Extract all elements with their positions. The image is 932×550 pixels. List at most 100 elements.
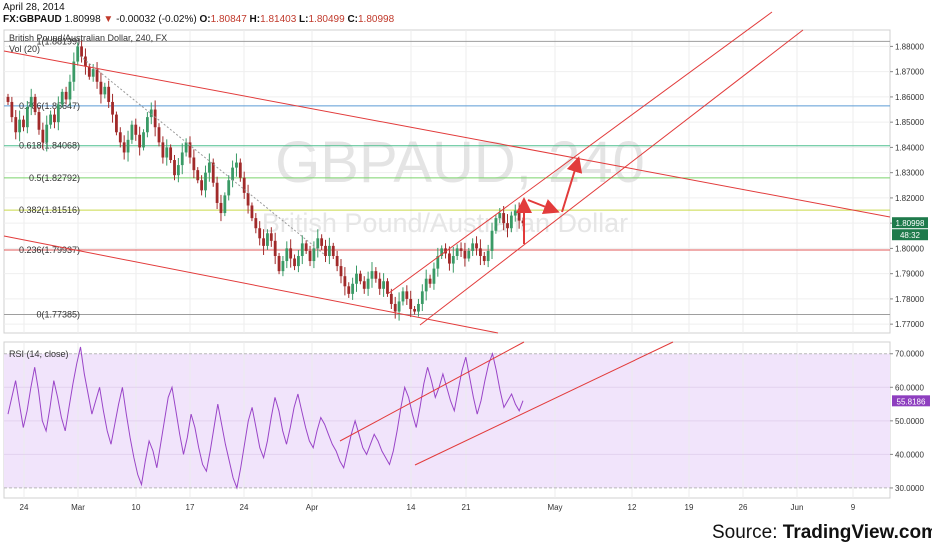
candle-body — [176, 165, 180, 176]
candle-body — [6, 96, 10, 102]
arrow-up-right-icon[interactable] — [561, 156, 583, 213]
candle-body — [479, 248, 482, 256]
price-panel[interactable]: GBPAUD, 240 British Pound/Australian Dol… — [3, 11, 928, 334]
candle-body — [355, 273, 358, 284]
time-badge — [892, 229, 928, 241]
candle-body — [111, 101, 114, 115]
candle-body — [60, 91, 64, 105]
candle-body — [428, 278, 432, 284]
x-tick-label: Mar — [71, 503, 85, 512]
upper-resistance-line[interactable] — [3, 50, 891, 218]
candle-body — [494, 218, 498, 231]
candle-body — [289, 248, 293, 259]
candle-body — [300, 243, 304, 256]
candle-body — [362, 281, 366, 289]
candle-body — [331, 245, 335, 256]
arrow-down-right-icon[interactable] — [527, 199, 560, 215]
price-tick-label: 1.86000 — [895, 93, 924, 102]
lower-support-line[interactable] — [3, 235, 499, 334]
x-tick-label: 24 — [20, 503, 29, 512]
candle-body — [56, 104, 60, 123]
candle-body — [10, 101, 14, 118]
candle-body — [64, 91, 68, 100]
candle-body — [374, 271, 378, 279]
candle-body — [258, 228, 262, 239]
candle-body — [378, 278, 382, 289]
candle-body — [184, 142, 188, 153]
chart-canvas[interactable]: GBPAUD, 240 British Pound/Australian Dol… — [0, 0, 932, 520]
candle-body — [18, 119, 22, 133]
candle-body — [231, 167, 234, 181]
candle-body — [440, 248, 444, 256]
candle-body — [107, 86, 111, 102]
x-tick-label: 19 — [685, 503, 694, 512]
candle-body — [180, 152, 184, 166]
price-axis: 1.88000 1.87000 1.86000 1.85000 1.84000 1.830… — [890, 42, 924, 329]
symbol-label: FX:GBPAUD — [3, 14, 62, 25]
candle-body — [424, 278, 428, 292]
x-tick-label: 10 — [132, 503, 141, 512]
dotted-trend-line[interactable] — [79, 55, 326, 256]
candle-body — [200, 180, 204, 191]
price-tick-label: 1.88000 — [895, 42, 924, 51]
candle-body — [389, 293, 393, 304]
candle-body — [254, 218, 258, 229]
candle-body — [99, 81, 103, 95]
candle-body — [192, 157, 196, 171]
candle-body — [126, 139, 130, 153]
price-tick-label: 1.83000 — [895, 169, 924, 178]
candle-body — [269, 233, 273, 241]
candle-body — [207, 162, 211, 173]
candle-body — [506, 223, 509, 229]
rsi-upper-trend-line[interactable] — [339, 341, 525, 442]
series-title: British Pound/Australian Dollar, 240, FX — [9, 33, 167, 43]
candle-body — [14, 117, 18, 133]
candle-body — [37, 112, 41, 130]
candle-body — [320, 238, 324, 246]
price-tick-label: 1.82000 — [895, 194, 924, 203]
candle-body — [145, 117, 149, 133]
candle-body — [138, 134, 142, 148]
candle-body — [223, 195, 227, 214]
candle-body — [134, 124, 138, 135]
candle-body — [76, 46, 80, 62]
watermark-symbol: GBPAUD, 240 — [275, 130, 645, 195]
channel-upper-line[interactable] — [388, 11, 773, 294]
price-badge-value: 1.80998 — [896, 219, 925, 228]
x-tick-label: 17 — [186, 503, 195, 512]
candle-body — [165, 147, 169, 158]
rsi-tick-label: 50.0000 — [895, 417, 924, 426]
x-tick-label: May — [547, 503, 562, 512]
candle-body — [211, 162, 215, 183]
price-tick-label: 1.80000 — [895, 244, 924, 253]
candle-body — [285, 248, 289, 262]
candle-body — [475, 243, 478, 249]
candle-body — [370, 271, 374, 279]
candle-body — [455, 248, 459, 256]
fibonacci-label: 0(1.77385) — [36, 309, 80, 319]
rsi-line — [7, 346, 524, 490]
candle-body — [436, 255, 440, 269]
candle-body — [339, 266, 343, 277]
high-value: 1.81403 — [260, 14, 297, 25]
rsi-panel[interactable]: RSI (14, close) 70.0000 60.0000 50.0000 40.… — [3, 341, 930, 499]
price-tick-label: 1.77000 — [895, 320, 924, 329]
rsi-tick-label: 70.0000 — [895, 350, 924, 359]
candle-body — [351, 283, 355, 294]
candle-body — [513, 210, 517, 216]
candle-body — [41, 129, 45, 143]
candle-body — [122, 142, 126, 153]
price-vertical-grid — [23, 30, 854, 333]
fibonacci-label: 1(1.88199) — [36, 36, 80, 46]
candle-body — [405, 291, 409, 299]
channel-lower-line[interactable] — [419, 29, 804, 326]
candle-body — [235, 162, 238, 168]
candle-body — [273, 240, 277, 256]
candle-body — [502, 213, 506, 224]
rsi-lower-trend-line[interactable] — [414, 341, 674, 466]
price-panel-frame — [3, 29, 891, 334]
candle-body — [327, 245, 331, 256]
candle-body — [72, 61, 76, 82]
price-horizontal-grid — [4, 45, 890, 325]
candle-body — [29, 96, 33, 108]
